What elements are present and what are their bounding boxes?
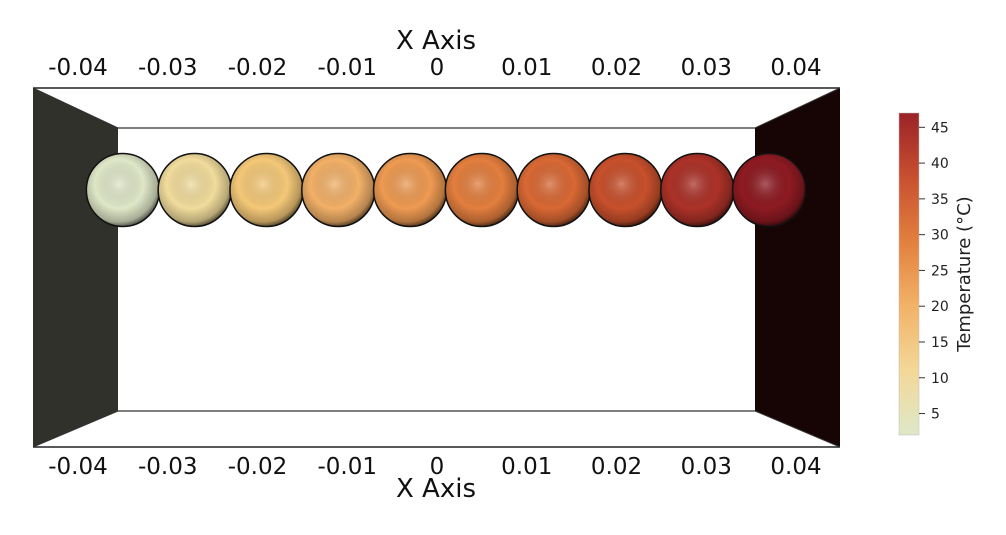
colorbar-tick-label: 35 bbox=[931, 192, 949, 208]
colorbar-title: Temperature (°C) bbox=[954, 196, 975, 352]
colorbar-ticks: 5 10 15 20 25 30 35 40 45 bbox=[919, 120, 949, 423]
bottom-axis-tick-label: 0.04 bbox=[770, 454, 821, 480]
top-axis-ticks: -0.04 -0.03 -0.02 -0.01 0 0.01 0.02 0.03 0.04 bbox=[48, 55, 821, 81]
top-axis-tick-label: -0.04 bbox=[48, 55, 108, 81]
bounding-box bbox=[32, 87, 841, 448]
sphere bbox=[372, 152, 448, 228]
sphere bbox=[229, 152, 304, 228]
top-axis-tick-label: 0.02 bbox=[591, 55, 642, 81]
colorbar-tick-label: 45 bbox=[931, 120, 949, 136]
sphere bbox=[157, 152, 232, 228]
left-bottom-diagonal bbox=[32, 410, 119, 448]
sphere bbox=[660, 152, 735, 228]
bottom-axis-tick-label: 0 bbox=[430, 454, 445, 480]
colorbar-tick-label: 20 bbox=[931, 299, 949, 315]
sphere-shading bbox=[373, 153, 448, 227]
colorbar-tick-label: 40 bbox=[931, 156, 949, 172]
sphere-outline bbox=[731, 152, 807, 228]
sphere bbox=[588, 152, 663, 228]
top-axis-tick-label: 0.03 bbox=[681, 55, 732, 81]
bottom-axis-tick-label: -0.03 bbox=[138, 454, 198, 480]
sphere-shading bbox=[301, 153, 376, 227]
sphere-shading bbox=[732, 153, 807, 227]
sphere bbox=[85, 152, 161, 228]
sphere bbox=[516, 152, 591, 228]
sphere bbox=[301, 152, 376, 228]
sphere-shading bbox=[444, 153, 519, 227]
colorbar: 5 10 15 20 25 30 35 40 45 Temperature (°C) bbox=[898, 112, 975, 436]
bottom-axis-ticks: -0.04 -0.03 -0.02 -0.01 0 0.01 0.02 0.03 0.04 bbox=[48, 454, 821, 480]
bottom-axis-tick-label: -0.04 bbox=[48, 454, 108, 480]
bottom-axis-tick-label: 0.02 bbox=[591, 454, 642, 480]
top-axis-tick-label: 0 bbox=[430, 55, 445, 81]
left-top-diagonal bbox=[32, 87, 119, 129]
colorbar-tick-label: 5 bbox=[931, 407, 940, 423]
bottom-axis-title: X Axis bbox=[396, 474, 476, 504]
colorbar-gradient bbox=[898, 112, 920, 436]
sphere-shading bbox=[660, 153, 735, 227]
bottom-axis-tick-label: -0.02 bbox=[228, 454, 288, 480]
sphere-group bbox=[85, 152, 807, 228]
colorbar-tick-label: 25 bbox=[931, 263, 949, 279]
top-axis-tick-label: -0.03 bbox=[138, 55, 198, 81]
bottom-axis-tick-label: 0.03 bbox=[681, 454, 732, 480]
sphere bbox=[444, 152, 520, 228]
right-top-diagonal bbox=[754, 87, 841, 129]
colorbar-tick-label: 30 bbox=[931, 228, 949, 244]
top-axis-tick-label: -0.02 bbox=[228, 55, 288, 81]
right-bottom-diagonal bbox=[754, 410, 841, 448]
top-axis-tick-label: 0.04 bbox=[770, 55, 821, 81]
top-axis-tick-label: 0.01 bbox=[501, 55, 552, 81]
sphere-shading bbox=[85, 153, 160, 227]
right-wall bbox=[755, 88, 840, 447]
sphere-shading bbox=[516, 153, 591, 227]
sphere-shading bbox=[229, 153, 304, 227]
sphere-shading bbox=[157, 153, 232, 227]
sphere-shading bbox=[588, 153, 663, 227]
left-wall bbox=[33, 88, 118, 447]
colorbar-tick-label: 15 bbox=[931, 335, 949, 351]
bottom-axis-tick-label: 0.01 bbox=[501, 454, 552, 480]
sphere bbox=[731, 152, 807, 228]
colorbar-tick-label: 10 bbox=[931, 371, 949, 387]
top-axis-title: X Axis bbox=[396, 26, 476, 56]
top-axis-tick-label: -0.01 bbox=[317, 55, 377, 81]
bottom-axis-tick-label: -0.01 bbox=[317, 454, 377, 480]
